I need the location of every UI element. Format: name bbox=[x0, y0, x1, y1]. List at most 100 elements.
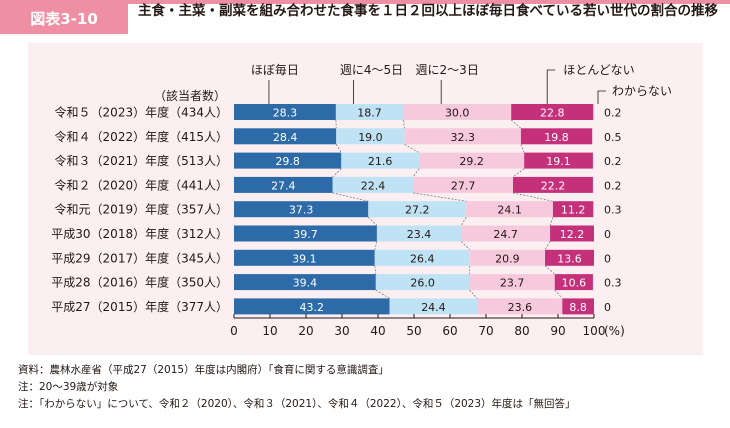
value-label: 24.7 bbox=[493, 228, 518, 241]
x-tick-label: 20 bbox=[298, 324, 313, 338]
category-label: 令和４（2022）年度（415人） bbox=[55, 129, 228, 144]
legend-label: 週に2～3日 bbox=[416, 63, 479, 77]
x-tick-label: 80 bbox=[514, 324, 529, 338]
x-tick-label: 50 bbox=[406, 324, 421, 338]
bar-segment bbox=[550, 225, 594, 242]
value-label: 19.1 bbox=[546, 155, 571, 168]
value-label: 27.7 bbox=[451, 179, 476, 192]
bar-segment bbox=[403, 104, 512, 120]
bar-segment bbox=[545, 249, 594, 266]
connector-line bbox=[520, 144, 525, 153]
value-label: 29.2 bbox=[459, 155, 484, 168]
unknown-value-label: 0.3 bbox=[604, 204, 622, 217]
unknown-value-label: 0.5 bbox=[604, 131, 622, 144]
bar-segment bbox=[234, 201, 369, 218]
connector-line bbox=[460, 216, 467, 226]
bar-segment bbox=[332, 176, 414, 193]
bar-segment bbox=[374, 249, 470, 266]
bar-segment bbox=[234, 104, 336, 120]
x-tick-label: 100 bbox=[583, 324, 606, 338]
figure-number-badge: 図表3-10 bbox=[0, 4, 128, 34]
x-tick-label: 40 bbox=[370, 324, 385, 338]
bar-segment bbox=[520, 128, 593, 145]
connector-line bbox=[402, 119, 406, 129]
category-label: 平成29（2017）年度（345人） bbox=[51, 250, 228, 265]
connector-line bbox=[332, 168, 342, 178]
x-tick-label: 70 bbox=[478, 324, 493, 338]
value-label: 8.8 bbox=[569, 301, 587, 314]
category-label: 平成27（2015）年度（377人） bbox=[51, 299, 228, 314]
unknown-value-label: 0.3 bbox=[604, 277, 622, 290]
bar-segment bbox=[513, 176, 593, 193]
value-label: 37.3 bbox=[289, 204, 314, 217]
bar-segment bbox=[413, 176, 513, 193]
value-label: 26.0 bbox=[410, 277, 435, 290]
respondents-header: （該当者数） bbox=[154, 88, 226, 103]
unknown-value-label: 0 bbox=[604, 301, 611, 314]
unknown-value-label: 0.2 bbox=[604, 179, 622, 192]
category-label: 平成28（2016）年度（350人） bbox=[51, 275, 228, 290]
title-accent-bar bbox=[0, 0, 730, 4]
legend-label: 週に4～5日 bbox=[340, 63, 403, 77]
connector-line bbox=[413, 192, 467, 202]
value-label: 22.4 bbox=[361, 179, 386, 192]
bar-segment bbox=[404, 128, 521, 145]
bar-segment bbox=[335, 104, 404, 120]
value-label: 29.8 bbox=[275, 155, 300, 168]
bar-segment bbox=[562, 298, 594, 315]
x-tick-label: 30 bbox=[334, 324, 349, 338]
value-label: 32.3 bbox=[451, 131, 476, 144]
connector-line bbox=[549, 217, 554, 226]
value-label: 11.2 bbox=[561, 204, 586, 217]
value-label: 23.7 bbox=[500, 277, 525, 290]
legend-leader-line bbox=[546, 69, 556, 104]
unknown-answer-note: 注：「わからない」について、令和２（2020）、令和３（2021）、令和４（20… bbox=[18, 398, 576, 410]
unknown-value-label: 0.2 bbox=[604, 155, 622, 168]
figure-title: 主食・主菜・副菜を組み合わせた食事を１日２回以上ほぼ毎日食べている若い世代の割合… bbox=[138, 3, 718, 19]
connector-line bbox=[374, 265, 377, 275]
target-note: 注：20～39歳が対象 bbox=[18, 381, 119, 393]
value-label: 30.0 bbox=[445, 107, 470, 120]
value-label: 21.6 bbox=[368, 155, 393, 168]
bar-segment bbox=[375, 274, 470, 291]
category-label: 令和元（2019）年度（357人） bbox=[55, 202, 228, 217]
value-label: 19.8 bbox=[544, 131, 569, 144]
connector-line bbox=[412, 168, 420, 178]
connector-line bbox=[374, 241, 378, 250]
unknown-value-label: 0 bbox=[604, 228, 611, 241]
bar-segment bbox=[234, 225, 377, 242]
value-label: 18.7 bbox=[357, 107, 382, 120]
connector-line bbox=[404, 143, 420, 153]
bar-segment bbox=[554, 274, 593, 291]
value-label: 19.0 bbox=[358, 131, 383, 144]
value-label: 22.8 bbox=[540, 107, 565, 120]
x-unit-label: (%) bbox=[604, 324, 625, 338]
unknown-value-label: 0.2 bbox=[604, 107, 622, 120]
value-label: 24.4 bbox=[421, 301, 446, 314]
value-label: 39.7 bbox=[293, 228, 318, 241]
connector-line bbox=[512, 168, 525, 178]
value-label: 23.6 bbox=[508, 301, 533, 314]
value-label: 10.6 bbox=[562, 277, 587, 290]
value-label: 28.3 bbox=[273, 107, 298, 120]
bar-segment bbox=[511, 104, 594, 120]
connector-line bbox=[512, 192, 554, 202]
source-note: 資料：農林水産省（平成27（2015）年度は内閣府）「食育に関する意識調査」 bbox=[18, 364, 389, 376]
bar-segment bbox=[234, 249, 375, 266]
connector-line bbox=[469, 289, 478, 299]
value-label: 28.4 bbox=[273, 131, 298, 144]
bar-segment bbox=[477, 298, 563, 315]
value-label: 22.2 bbox=[541, 179, 566, 192]
unknown-value-label: 0 bbox=[604, 252, 611, 265]
bar-segment bbox=[469, 249, 546, 266]
bar-segment bbox=[234, 274, 376, 291]
value-label: 43.2 bbox=[300, 301, 325, 314]
bar-segment bbox=[524, 152, 593, 169]
bar-segment bbox=[469, 274, 555, 291]
value-label: 27.2 bbox=[405, 204, 430, 217]
value-label: 12.2 bbox=[560, 228, 585, 241]
legend-label: ほとんどない bbox=[563, 63, 634, 77]
bar-segment bbox=[368, 201, 467, 218]
connector-line bbox=[368, 216, 378, 226]
connector-line bbox=[332, 192, 369, 202]
